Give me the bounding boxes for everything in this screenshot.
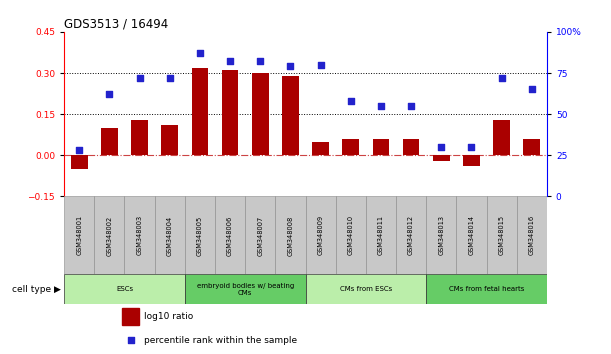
Bar — [456, 196, 486, 274]
Point — [467, 144, 477, 150]
Bar — [252, 73, 269, 155]
Bar — [64, 196, 94, 274]
Text: GSM348001: GSM348001 — [76, 215, 82, 256]
Bar — [101, 128, 118, 155]
Bar — [64, 274, 185, 304]
Text: GSM348013: GSM348013 — [438, 216, 444, 255]
Text: CMs from ESCs: CMs from ESCs — [340, 286, 392, 292]
Text: GSM348012: GSM348012 — [408, 215, 414, 256]
Text: GDS3513 / 16494: GDS3513 / 16494 — [64, 18, 169, 31]
Bar — [155, 196, 185, 274]
Point — [376, 103, 386, 109]
Bar — [463, 155, 480, 166]
Bar — [524, 139, 540, 155]
Bar — [215, 196, 245, 274]
Point — [497, 75, 507, 81]
Bar — [486, 196, 517, 274]
Bar — [426, 196, 456, 274]
Point — [436, 144, 446, 150]
Point — [75, 148, 84, 153]
Text: GSM348004: GSM348004 — [167, 215, 173, 256]
Text: GSM348016: GSM348016 — [529, 215, 535, 256]
Point — [165, 75, 175, 81]
Bar — [94, 196, 125, 274]
Text: GSM348005: GSM348005 — [197, 215, 203, 256]
Bar — [222, 70, 238, 155]
Bar — [306, 274, 426, 304]
Bar — [131, 120, 148, 155]
Bar — [245, 196, 276, 274]
Point — [316, 62, 326, 68]
Bar — [493, 120, 510, 155]
Point — [255, 59, 265, 64]
Bar — [282, 76, 299, 155]
Text: GSM348002: GSM348002 — [106, 215, 112, 256]
Text: percentile rank within the sample: percentile rank within the sample — [144, 336, 297, 345]
Point — [285, 64, 295, 69]
Bar — [192, 68, 208, 155]
Bar — [396, 196, 426, 274]
Point — [406, 103, 416, 109]
Text: GSM348014: GSM348014 — [469, 215, 474, 256]
Text: embryoid bodies w/ beating
CMs: embryoid bodies w/ beating CMs — [197, 283, 294, 296]
Bar — [342, 139, 359, 155]
Text: GSM348010: GSM348010 — [348, 215, 354, 256]
Bar — [312, 142, 329, 155]
Bar — [403, 139, 419, 155]
Point — [225, 59, 235, 64]
Bar — [426, 274, 547, 304]
Text: GSM348015: GSM348015 — [499, 215, 505, 256]
Point — [346, 98, 356, 104]
Bar — [517, 196, 547, 274]
Bar — [373, 139, 389, 155]
Bar — [335, 196, 366, 274]
Text: GSM348009: GSM348009 — [318, 215, 324, 256]
Text: GSM348006: GSM348006 — [227, 215, 233, 256]
Text: ESCs: ESCs — [116, 286, 133, 292]
Point — [126, 337, 136, 343]
Bar — [185, 196, 215, 274]
Bar — [71, 155, 87, 169]
Text: cell type ▶: cell type ▶ — [12, 285, 61, 294]
Text: CMs from fetal hearts: CMs from fetal hearts — [449, 286, 524, 292]
Bar — [366, 196, 396, 274]
Bar — [161, 125, 178, 155]
Text: GSM348011: GSM348011 — [378, 216, 384, 255]
Bar — [122, 308, 139, 325]
Text: GSM348007: GSM348007 — [257, 215, 263, 256]
Point — [195, 50, 205, 56]
Point — [104, 92, 114, 97]
Text: log10 ratio: log10 ratio — [144, 312, 193, 321]
Point — [527, 87, 536, 92]
Bar — [185, 274, 306, 304]
Text: GSM348008: GSM348008 — [287, 215, 293, 256]
Point — [134, 75, 144, 81]
Bar — [433, 155, 450, 161]
Text: GSM348003: GSM348003 — [137, 215, 142, 256]
Bar — [125, 196, 155, 274]
Bar — [306, 196, 335, 274]
Bar — [276, 196, 306, 274]
